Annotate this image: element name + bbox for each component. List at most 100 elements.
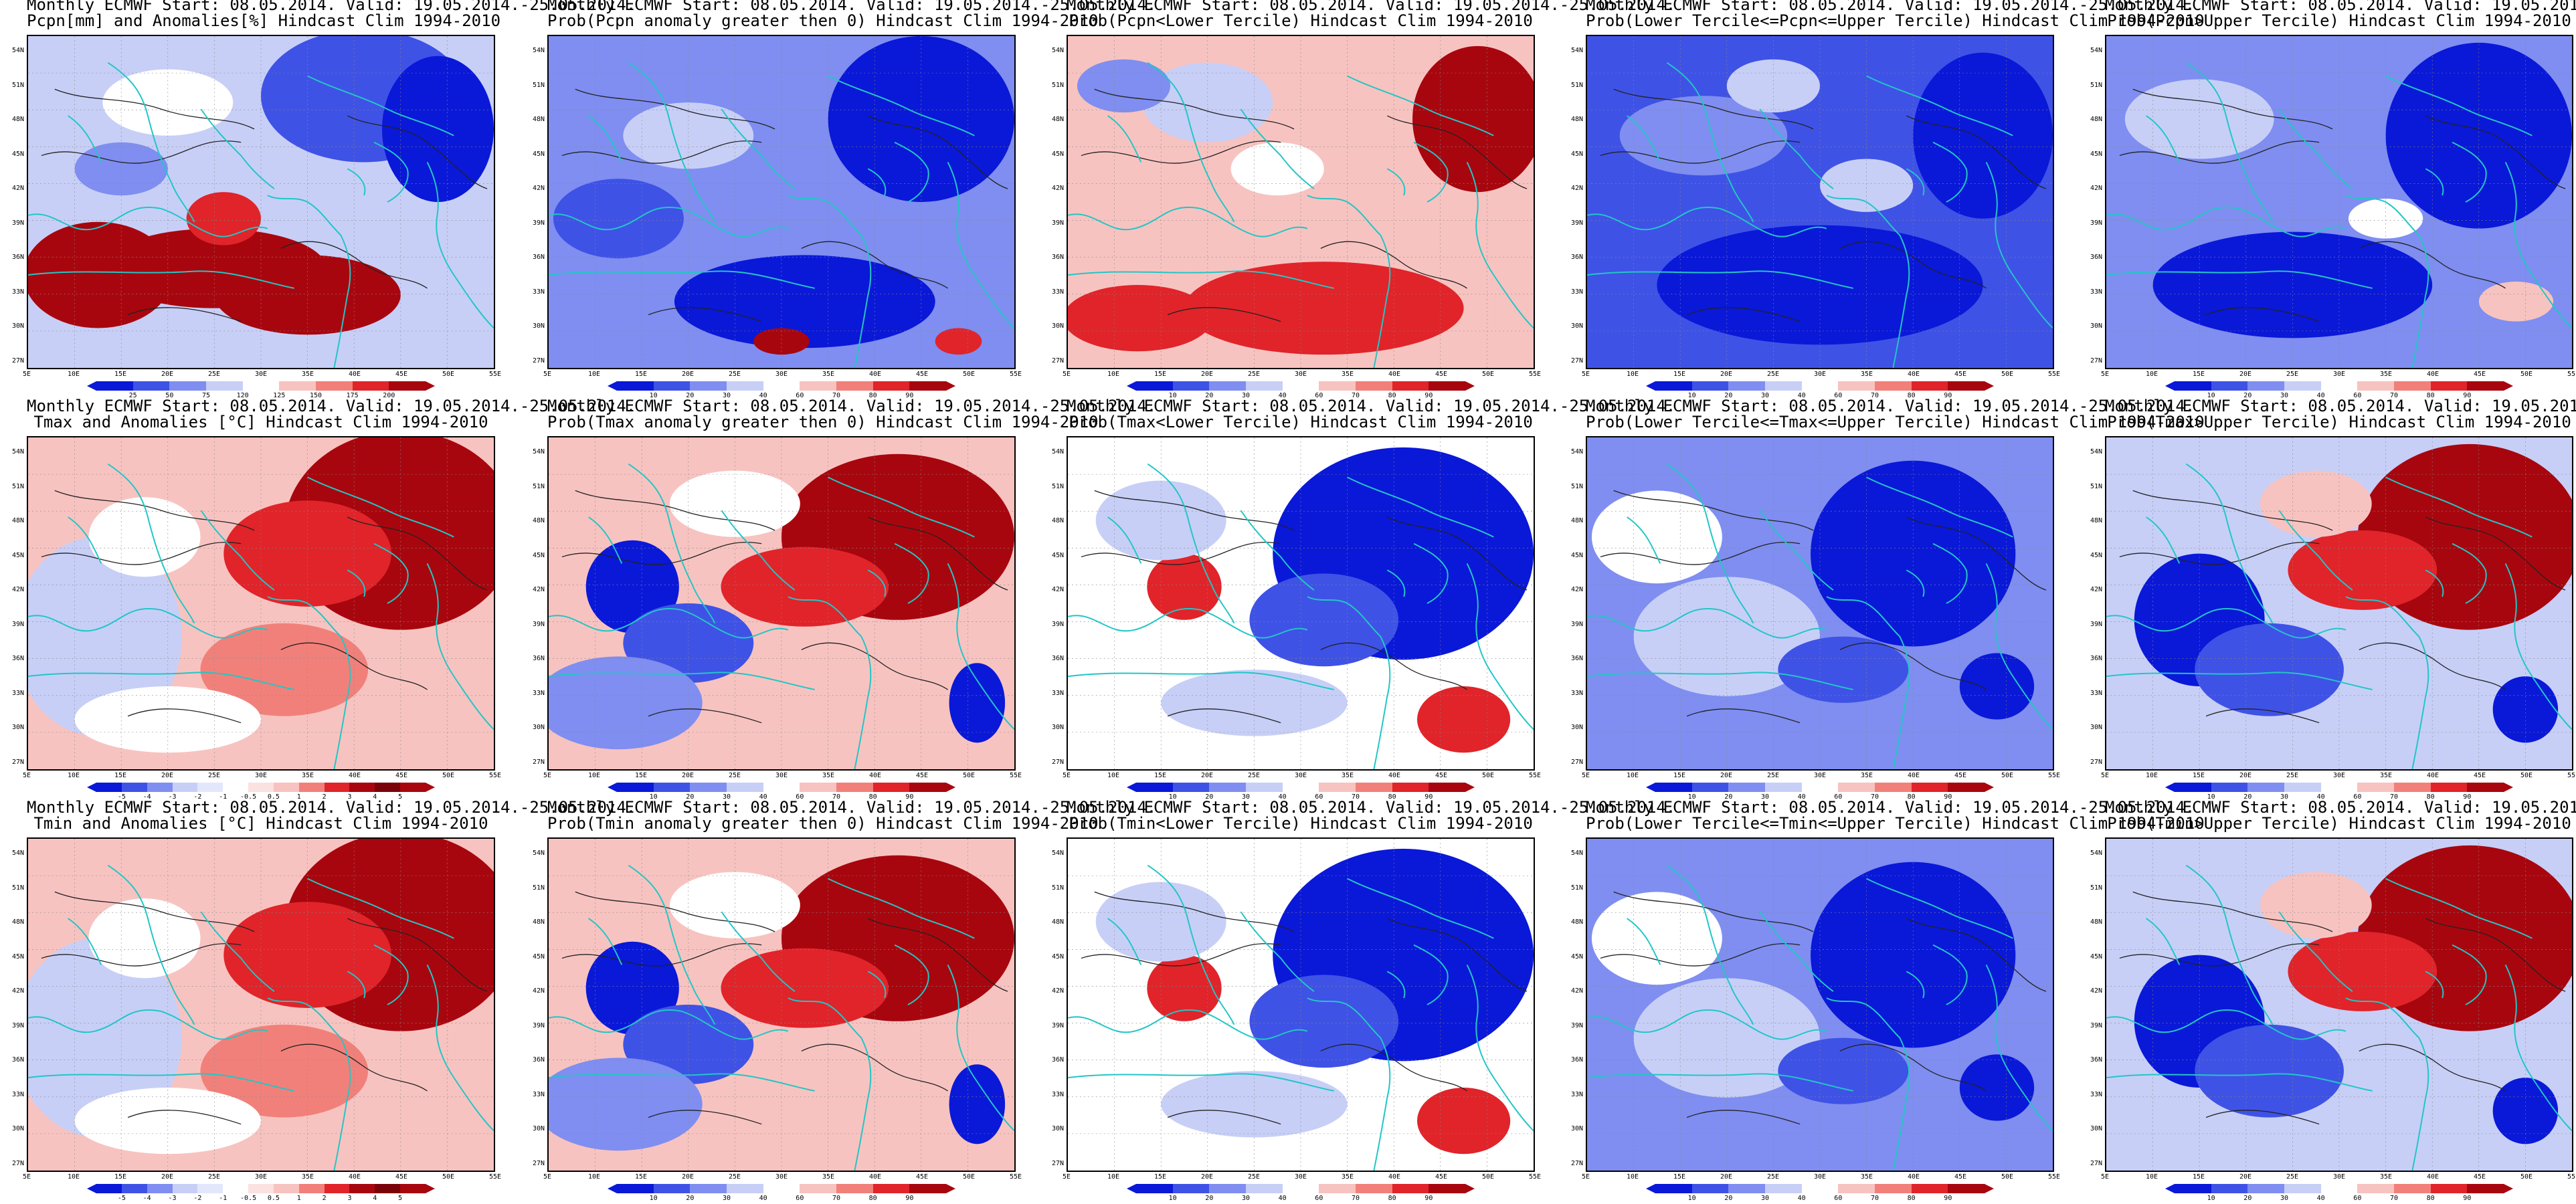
colorbar-tick-label: 80 [1907, 392, 1916, 399]
isoline [1613, 490, 1814, 531]
lon-tick-label: 40E [348, 772, 361, 779]
colorbar-swatch [1655, 783, 1692, 792]
lat-tick-label: 45N [533, 150, 545, 158]
lat-tick-label: 45N [1571, 150, 1584, 158]
isoline [648, 708, 762, 724]
coastline [1666, 463, 1754, 624]
colorbar-swatch [1765, 381, 1802, 391]
map-panel: Monthly ECMWF Start: 08.05.2014. Valid: … [1571, 397, 2205, 803]
colorbar-tick-label: 30 [1760, 1195, 1770, 1202]
colorbar-tick-label: 20 [686, 793, 695, 801]
coastline [549, 672, 815, 690]
colorbar-swatch [223, 1184, 249, 1193]
coastline [788, 596, 872, 769]
field-region [1726, 59, 1820, 113]
map-field [547, 436, 1016, 771]
coastline [1627, 918, 1661, 965]
colorbar-ticks: 10 20 30 40 60 70 80 90 [617, 1195, 946, 1203]
coastline [828, 476, 975, 538]
colorbar-tick-label: 20 [2243, 793, 2252, 801]
lon-tick-label: 20E [2239, 1173, 2252, 1181]
coastline [1107, 516, 1142, 564]
lon-tick-label: 35E [822, 1173, 835, 1181]
colorbar-tip [946, 381, 956, 391]
colorbar-tick-label: 5 [398, 1195, 403, 1202]
colorbar-swatch [1875, 1184, 1912, 1193]
coastline [307, 476, 454, 538]
field-region [200, 623, 369, 716]
colorbar-swatch [1282, 381, 1319, 391]
lat-tick-label: 45N [12, 551, 25, 559]
colorbar-tick-label: 70 [1351, 392, 1360, 399]
lon-tick-label: 5E [1062, 772, 1071, 779]
colorbar [1127, 381, 1475, 391]
coastline [2345, 195, 2429, 368]
lon-tick-label: 20E [1200, 772, 1214, 779]
map-field [1586, 436, 2054, 771]
colorbar-swatch [273, 1184, 299, 1193]
field-region [1657, 225, 1983, 345]
panel-title-line1: Monthly ECMWF Start: 08.05.2014. Valid: … [1067, 397, 1676, 415]
field-region [102, 69, 234, 136]
coastline [2452, 944, 2487, 1005]
lat-tick-label: 48N [12, 116, 25, 124]
coastline [2106, 1073, 2373, 1092]
colorbar-swatch [1246, 381, 1283, 391]
coastline [1985, 965, 2053, 1132]
coastline [28, 206, 268, 237]
colorbar-swatch [1948, 381, 1985, 391]
colorbar-tick-label: 90 [2463, 1195, 2472, 1202]
lon-tick-label: 20E [681, 1173, 695, 1181]
colorbar-tick-label: 30 [722, 1195, 731, 1202]
colorbar-tick-label: 30 [722, 793, 731, 801]
isoline [1686, 307, 1801, 322]
lat-tick-label: 42N [1571, 987, 1584, 995]
colorbar-tip [2504, 1184, 2514, 1193]
lat-tick-label: 39N [12, 219, 25, 227]
colorbar-swatch [1911, 1184, 1948, 1193]
colorbar-tick-label: -1 [219, 793, 227, 801]
coastline [549, 607, 789, 639]
colorbar-swatch [1728, 783, 1766, 792]
colorbar-tick-label: 70 [1351, 1195, 1360, 1202]
coastline [1759, 911, 1834, 992]
colorbar-swatch [1801, 381, 1839, 391]
lon-tick-label: 30E [1294, 371, 1307, 378]
colorbar-ticks: 25 50 75 120 125 150 175 200 [96, 392, 426, 400]
coastline [947, 965, 1014, 1132]
isoline [1906, 516, 2047, 591]
panel-title-line2: Prob(Tmax>Upper Tercile) Hindcast Clim 1… [2107, 413, 2571, 431]
panel-title-line2: Prob(Tmin>Upper Tercile) Hindcast Clim 1… [2107, 814, 2571, 833]
colorbar [2165, 1184, 2514, 1193]
lat-tick-label: 39N [1052, 219, 1065, 227]
coastline [1587, 206, 1827, 237]
panel-title-line2: Tmin and Anomalies [°C] Hindcast Clim 19… [33, 814, 488, 833]
colorbar-swatch [206, 381, 243, 391]
isoline [1081, 140, 1281, 164]
colorbar-tick-label: 175 [346, 392, 359, 399]
lat-tick-label: 48N [12, 918, 25, 926]
lat-tick-label: 42N [2090, 987, 2103, 995]
colorbar-swatch [690, 783, 727, 792]
colorbar-swatch [96, 1184, 122, 1193]
field-region [2288, 931, 2437, 1011]
lat-tick-label: 48N [1052, 918, 1065, 926]
coastline [28, 1009, 268, 1040]
lat-tick-label: 45N [1571, 551, 1584, 559]
colorbar-tick-label: 40 [1278, 793, 1287, 801]
map-svg [1068, 437, 1534, 769]
coastline [1627, 115, 1661, 163]
colorbar-swatch [909, 381, 947, 391]
panel-title-line1: Monthly ECMWF Start: 08.05.2014. Valid: … [2105, 397, 2576, 415]
lon-tick-label: 5E [1062, 1173, 1071, 1181]
field-region [2124, 79, 2274, 159]
lon-tick-label: 5E [1581, 371, 1590, 378]
colorbar-tip [87, 783, 96, 792]
lat-tick-label: 54N [533, 47, 545, 54]
coastline [1068, 206, 1308, 237]
lon-tick-label: 35E [301, 371, 314, 378]
lat-tick-label: 39N [12, 1021, 25, 1029]
lat-tick-label: 54N [12, 849, 25, 857]
field-region [669, 872, 800, 938]
lon-tick-label: 40E [1907, 1173, 1920, 1181]
